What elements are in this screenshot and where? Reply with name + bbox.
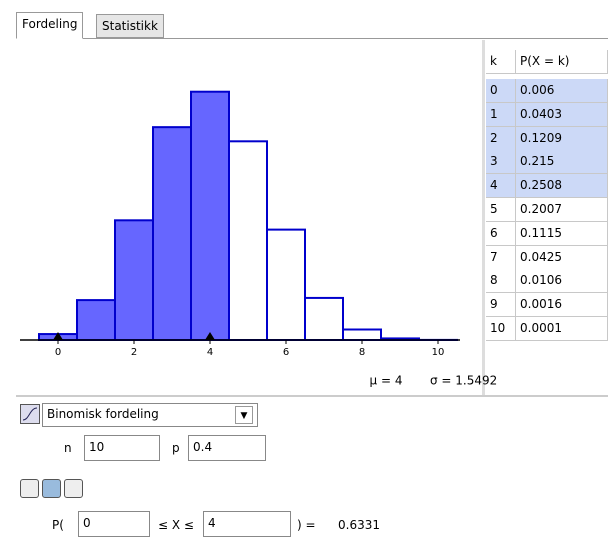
high-input[interactable]: 4 <box>203 511 291 537</box>
table-cell: 0.2007 <box>516 198 608 222</box>
table-header: k <box>486 50 516 74</box>
tab-line <box>16 38 608 39</box>
param-label: n <box>64 441 72 455</box>
bar <box>190 90 230 342</box>
table-cell: 8 <box>486 269 516 294</box>
distribution-select[interactable]: Binomisk fordeling ▼ <box>42 403 258 427</box>
table-cell: 0.0016 <box>516 293 608 318</box>
table-cell: 0.006 <box>516 79 608 103</box>
bar <box>152 126 192 342</box>
table-cell: 0.2508 <box>516 174 608 199</box>
interval-marker <box>53 332 63 340</box>
x-tick-label: 10 <box>432 347 445 358</box>
table-cell: 3 <box>486 150 516 175</box>
table-cell: 0.1115 <box>516 221 608 246</box>
table-header: P(X = k) <box>516 50 608 74</box>
icon <box>22 407 38 421</box>
prob-prefix: P( <box>52 518 64 532</box>
table-cell: 10 <box>486 317 516 341</box>
right-sided-button[interactable] <box>64 479 83 498</box>
table-cell: 0.215 <box>516 150 608 175</box>
divider <box>482 40 485 395</box>
prob-middle: ≤ X ≤ <box>158 518 194 532</box>
table-cell: 5 <box>486 198 516 222</box>
left-sided-button[interactable] <box>20 479 39 498</box>
dist-icon[interactable] <box>20 404 40 424</box>
table-cell: 7 <box>486 245 516 270</box>
bar <box>114 219 154 342</box>
table-cell: 0.0106 <box>516 269 608 294</box>
param-input[interactable]: 0.4 <box>188 435 266 461</box>
param-input[interactable]: 10 <box>84 435 160 461</box>
interval-marker <box>205 332 215 340</box>
table-cell: 4 <box>486 174 516 199</box>
table-cell: 0.1209 <box>516 126 608 151</box>
tab[interactable]: Fordeling <box>16 12 84 39</box>
distribution: Binomisk fordeling <box>47 407 159 421</box>
low-input[interactable]: 0 <box>78 511 150 537</box>
table-cell: 0 <box>486 79 516 103</box>
x-tick-label: 8 <box>359 347 365 358</box>
dropdown-arrow[interactable]: ▼ <box>235 406 253 424</box>
table-cell: 6 <box>486 221 516 246</box>
tab[interactable]: Statistikk <box>96 14 164 38</box>
mean-label: μ = 4 <box>370 374 403 388</box>
bar <box>266 228 306 342</box>
prob-suffix: ) = <box>297 518 316 532</box>
table-cell: 9 <box>486 293 516 318</box>
x-tick-label: 6 <box>283 347 289 358</box>
table-cell: 0.0425 <box>516 245 608 270</box>
table-cell: 0.0403 <box>516 102 608 127</box>
bar <box>342 328 382 342</box>
param-label: p <box>172 441 180 455</box>
interval-button[interactable] <box>42 479 61 498</box>
bar <box>76 299 116 341</box>
sd-label: σ = 1.5492 <box>430 374 497 388</box>
x-tick-label: 4 <box>207 347 213 358</box>
prob-result: 0.6331 <box>338 518 380 532</box>
bar <box>228 140 268 341</box>
table-cell: 2 <box>486 126 516 151</box>
x-tick-label: 0 <box>55 347 61 358</box>
table-cell: 0.0001 <box>516 317 608 341</box>
bar <box>304 296 344 341</box>
x-tick-label: 2 <box>131 347 137 358</box>
table-cell: 1 <box>486 102 516 127</box>
